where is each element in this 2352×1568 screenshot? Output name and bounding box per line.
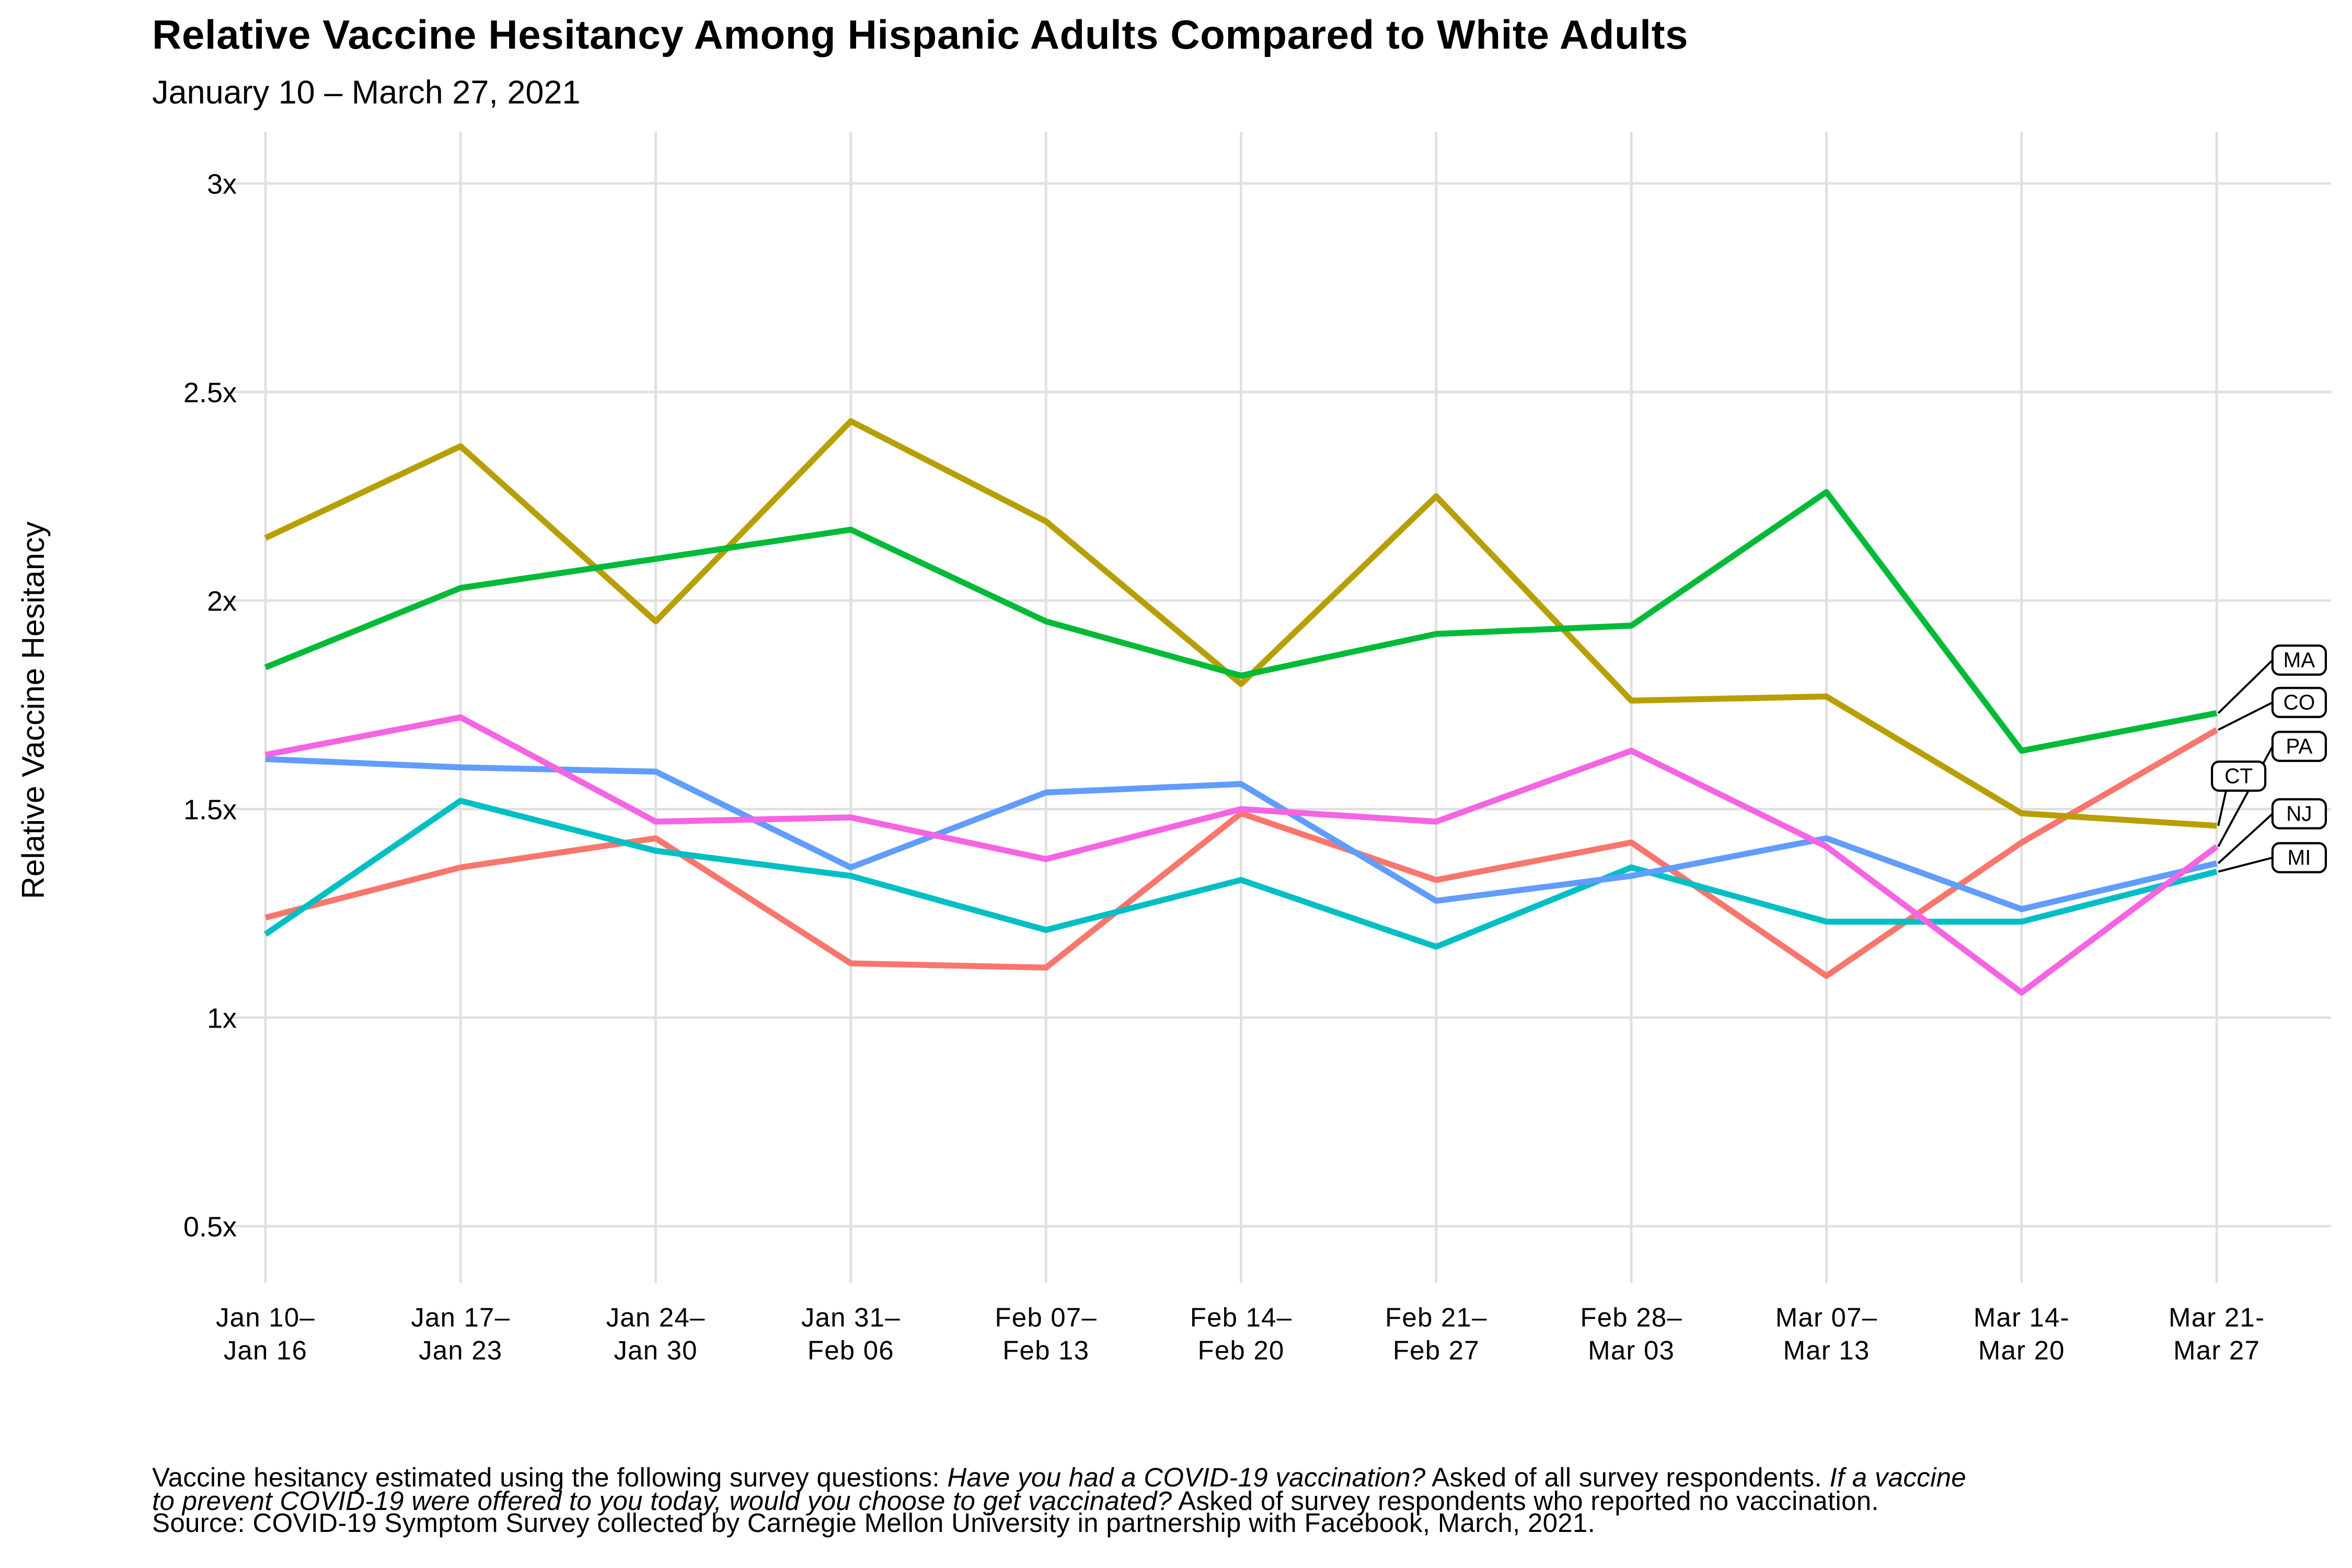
footnote-segment: Source: COVID-19 Symptom Survey collecte… <box>152 1508 1596 1539</box>
label-leader-MA <box>2217 659 2274 714</box>
y-tick-label: 2.5x <box>183 377 237 409</box>
x-tick-label: Mar 21-Mar 27 <box>2169 1302 2265 1365</box>
footnote-italic-segment: Have you had a COVID-19 vaccination? <box>947 1463 1426 1493</box>
y-tick-label: 0.5x <box>183 1212 237 1243</box>
chart-subtitle: January 10 – March 27, 2021 <box>152 75 581 111</box>
series-line-MA <box>264 489 2218 754</box>
x-tick-label: Feb 28– Mar 03 <box>1580 1302 1682 1365</box>
series-label-text-MA: MA <box>2284 648 2315 672</box>
label-leader-NJ <box>2217 813 2274 864</box>
y-tick-label: 3x <box>207 169 237 200</box>
label-leader-CO <box>2218 701 2273 731</box>
series-line-CT <box>264 418 2217 829</box>
x-tick-label: Jan 24– Jan 30 <box>606 1302 706 1365</box>
footnote-line-2: to prevent COVID-19 were offered to you … <box>152 1488 1966 1514</box>
series-label-text-PA: PA <box>2286 734 2312 758</box>
series-label-box-MA <box>2271 644 2327 676</box>
y-tick-label: 2x <box>207 586 237 617</box>
series-label-text-MI: MI <box>2287 845 2311 869</box>
chart-title: Relative Vaccine Hesitancy Among Hispani… <box>152 11 1689 58</box>
label-leader-CT <box>2217 790 2228 826</box>
x-tick-label: Jan 31– Feb 06 <box>801 1302 901 1365</box>
series-label-text-CT: CT <box>2224 764 2253 788</box>
x-tick-label: Feb 07– Feb 13 <box>995 1302 1097 1365</box>
chart-footnote: Vaccine hesitancy estimated using the fo… <box>152 1465 1966 1537</box>
footnote-italic-segment: If a vaccine <box>1829 1463 1966 1493</box>
x-tick-label: Mar 14-Mar 20 <box>1974 1302 2070 1365</box>
footnote-line-1: Vaccine hesitancy estimated using the fo… <box>152 1465 1966 1491</box>
x-tick-label: Feb 14– Feb 20 <box>1190 1302 1293 1365</box>
label-leader-MI <box>2218 857 2273 873</box>
series-label-text-NJ: NJ <box>2286 801 2312 825</box>
footnote-segment: Asked of survey respondents who reported… <box>1172 1485 1879 1516</box>
x-tick-label: Mar 07– Mar 13 <box>1775 1302 1878 1365</box>
footnote-segment: Vaccine hesitancy estimated using the fo… <box>152 1463 948 1493</box>
series-label-box-PA <box>2271 731 2327 762</box>
series-line-PA <box>264 714 2219 996</box>
footnote-line-3: Source: COVID-19 Symptom Survey collecte… <box>152 1511 1966 1537</box>
series-line-CO <box>264 727 2218 979</box>
series-label-box-MI <box>2271 842 2327 873</box>
y-tick-label: 1.5x <box>183 794 237 826</box>
footnote-italic-segment: to prevent COVID-19 were offered to you … <box>152 1485 1172 1516</box>
series-label-text-CO: CO <box>2284 690 2315 714</box>
series-line-MI <box>263 798 2218 950</box>
x-tick-label: Jan 10– Jan 16 <box>216 1302 315 1365</box>
y-tick-label: 1x <box>207 1003 237 1034</box>
x-tick-label: Jan 17– Jan 23 <box>411 1302 510 1365</box>
footnote-segment: Asked of all survey respondents. <box>1425 1463 1830 1493</box>
x-tick-label: Feb 21– Feb 27 <box>1385 1302 1488 1365</box>
series-label-box-CT <box>2210 760 2267 792</box>
series-line-NJ <box>265 756 2218 913</box>
series-label-box-NJ <box>2271 798 2327 829</box>
y-axis-title: Relative Vaccine Hesitancy <box>16 522 51 900</box>
series-label-box-CO <box>2271 687 2327 718</box>
